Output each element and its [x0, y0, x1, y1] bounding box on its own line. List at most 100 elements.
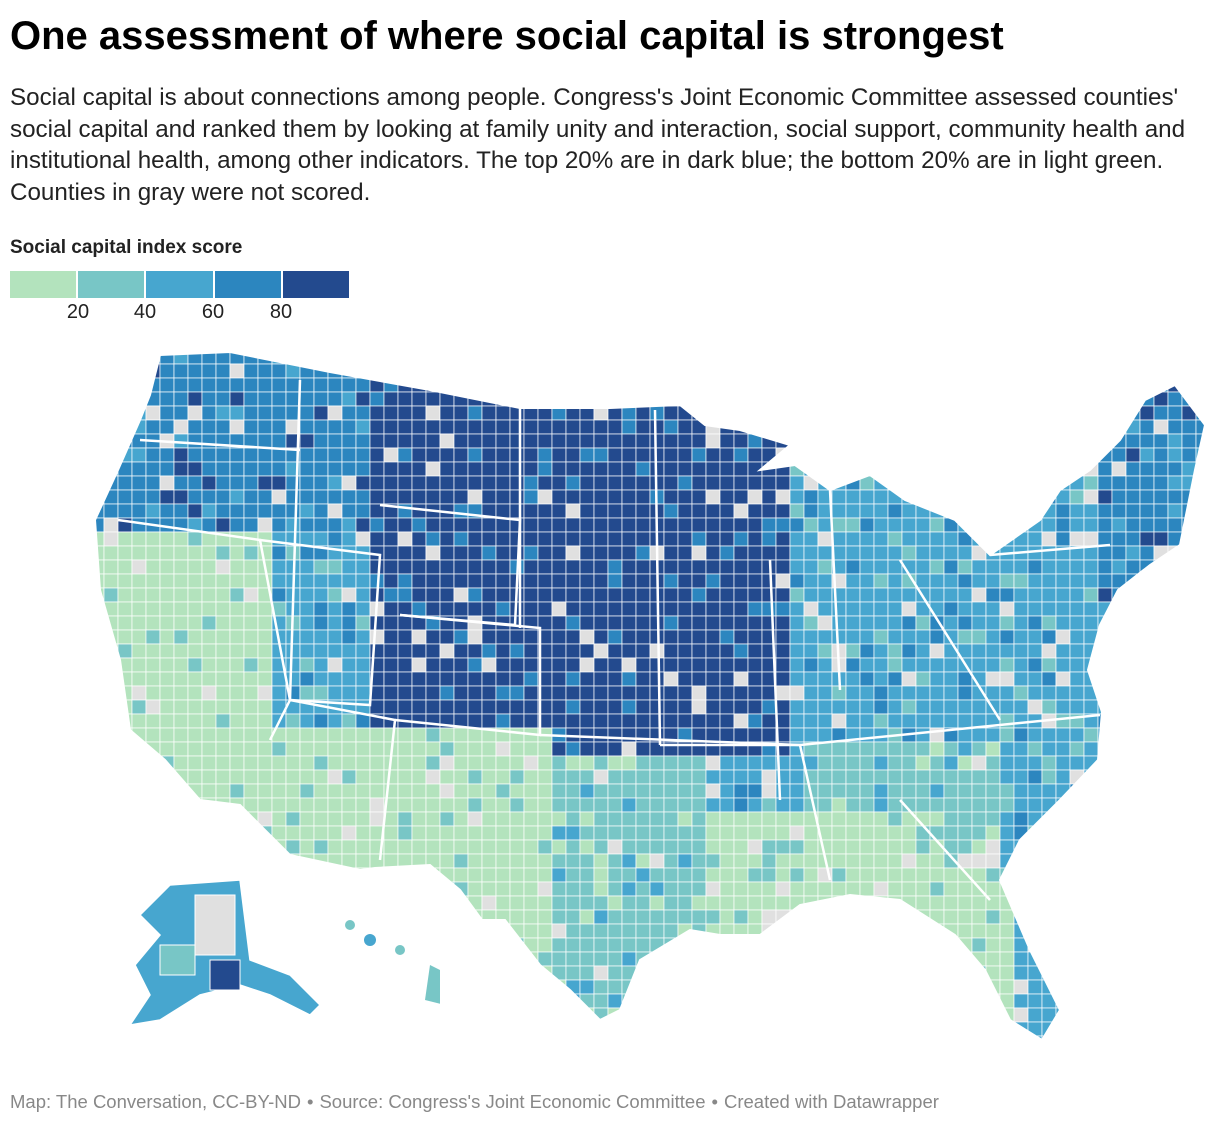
county-cell[interactable] [1139, 937, 1155, 953]
county-cell[interactable] [313, 377, 329, 393]
county-cell[interactable] [831, 867, 847, 883]
county-cell[interactable] [1055, 433, 1071, 449]
county-cell[interactable] [523, 839, 539, 855]
county-cell[interactable] [1167, 643, 1183, 659]
county-cell[interactable] [467, 671, 483, 687]
county-cell[interactable] [621, 881, 637, 897]
county-cell[interactable] [1013, 391, 1029, 407]
county-cell[interactable] [915, 839, 931, 855]
county-cell[interactable] [1195, 727, 1210, 743]
county-cell[interactable] [495, 685, 511, 701]
county-cell[interactable] [495, 475, 511, 491]
county-cell[interactable] [873, 867, 889, 883]
county-cell[interactable] [761, 895, 777, 911]
county-cell[interactable] [775, 391, 791, 407]
county-cell[interactable] [719, 965, 735, 981]
county-cell[interactable] [635, 811, 651, 827]
county-cell[interactable] [453, 601, 469, 617]
county-cell[interactable] [579, 657, 595, 673]
county-cell[interactable] [761, 909, 777, 925]
county-cell[interactable] [439, 559, 455, 575]
county-cell[interactable] [859, 405, 875, 421]
county-cell[interactable] [411, 811, 427, 827]
county-cell[interactable] [845, 895, 861, 911]
county-cell[interactable] [901, 741, 917, 757]
county-cell[interactable] [607, 993, 623, 1009]
county-cell[interactable] [243, 573, 259, 589]
county-cell[interactable] [859, 1035, 875, 1050]
county-cell[interactable] [355, 391, 371, 407]
county-cell[interactable] [369, 433, 385, 449]
county-cell[interactable] [985, 559, 1001, 575]
county-cell[interactable] [425, 587, 441, 603]
county-cell[interactable] [327, 559, 343, 575]
county-cell[interactable] [145, 545, 161, 561]
county-cell[interactable] [439, 531, 455, 547]
county-cell[interactable] [551, 797, 567, 813]
county-cell[interactable] [467, 377, 483, 393]
county-cell[interactable] [1097, 517, 1113, 533]
county-cell[interactable] [593, 475, 609, 491]
county-cell[interactable] [285, 783, 301, 799]
county-cell[interactable] [1055, 377, 1071, 393]
county-cell[interactable] [985, 517, 1001, 533]
county-cell[interactable] [327, 447, 343, 463]
county-cell[interactable] [999, 1035, 1015, 1050]
county-cell[interactable] [313, 839, 329, 855]
hawaii-big-island[interactable] [425, 965, 440, 1005]
county-cell[interactable] [509, 1021, 525, 1037]
county-cell[interactable] [747, 1035, 763, 1050]
county-cell[interactable] [523, 937, 539, 953]
county-cell[interactable] [481, 923, 497, 939]
county-cell[interactable] [523, 671, 539, 687]
county-cell[interactable] [145, 755, 161, 771]
county-cell[interactable] [1153, 937, 1169, 953]
county-cell[interactable] [1125, 1035, 1141, 1050]
county-cell[interactable] [551, 713, 567, 729]
county-cell[interactable] [789, 517, 805, 533]
county-cell[interactable] [663, 1007, 679, 1023]
county-cell[interactable] [467, 839, 483, 855]
county-cell[interactable] [943, 377, 959, 393]
county-cell[interactable] [1195, 853, 1210, 869]
county-cell[interactable] [635, 419, 651, 435]
county-cell[interactable] [1013, 881, 1029, 897]
county-cell[interactable] [929, 965, 945, 981]
county-cell[interactable] [999, 741, 1015, 757]
county-cell[interactable] [803, 727, 819, 743]
county-cell[interactable] [887, 993, 903, 1009]
county-cell[interactable] [817, 951, 833, 967]
county-cell[interactable] [145, 489, 161, 505]
county-cell[interactable] [943, 391, 959, 407]
county-cell[interactable] [565, 489, 581, 505]
county-cell[interactable] [1027, 587, 1043, 603]
county-cell[interactable] [551, 699, 567, 715]
county-cell[interactable] [453, 657, 469, 673]
county-cell[interactable] [803, 979, 819, 995]
county-cell[interactable] [495, 629, 511, 645]
county-cell[interactable] [1097, 1007, 1113, 1023]
county-cell[interactable] [187, 713, 203, 729]
county-cell[interactable] [761, 713, 777, 729]
county-cell[interactable] [201, 503, 217, 519]
county-cell[interactable] [565, 615, 581, 631]
county-cell[interactable] [929, 713, 945, 729]
county-cell[interactable] [495, 643, 511, 659]
county-cell[interactable] [943, 811, 959, 827]
county-cell[interactable] [1181, 951, 1197, 967]
county-cell[interactable] [495, 531, 511, 547]
county-cell[interactable] [509, 881, 525, 897]
county-cell[interactable] [481, 825, 497, 841]
county-cell[interactable] [593, 350, 609, 365]
county-cell[interactable] [761, 377, 777, 393]
county-cell[interactable] [537, 867, 553, 883]
county-cell[interactable] [341, 350, 357, 365]
county-cell[interactable] [985, 615, 1001, 631]
county-cell[interactable] [1153, 923, 1169, 939]
county-cell[interactable] [159, 601, 175, 617]
county-cell[interactable] [1181, 713, 1197, 729]
county-cell[interactable] [215, 391, 231, 407]
county-cell[interactable] [901, 699, 917, 715]
county-cell[interactable] [411, 503, 427, 519]
county-cell[interactable] [229, 825, 245, 841]
